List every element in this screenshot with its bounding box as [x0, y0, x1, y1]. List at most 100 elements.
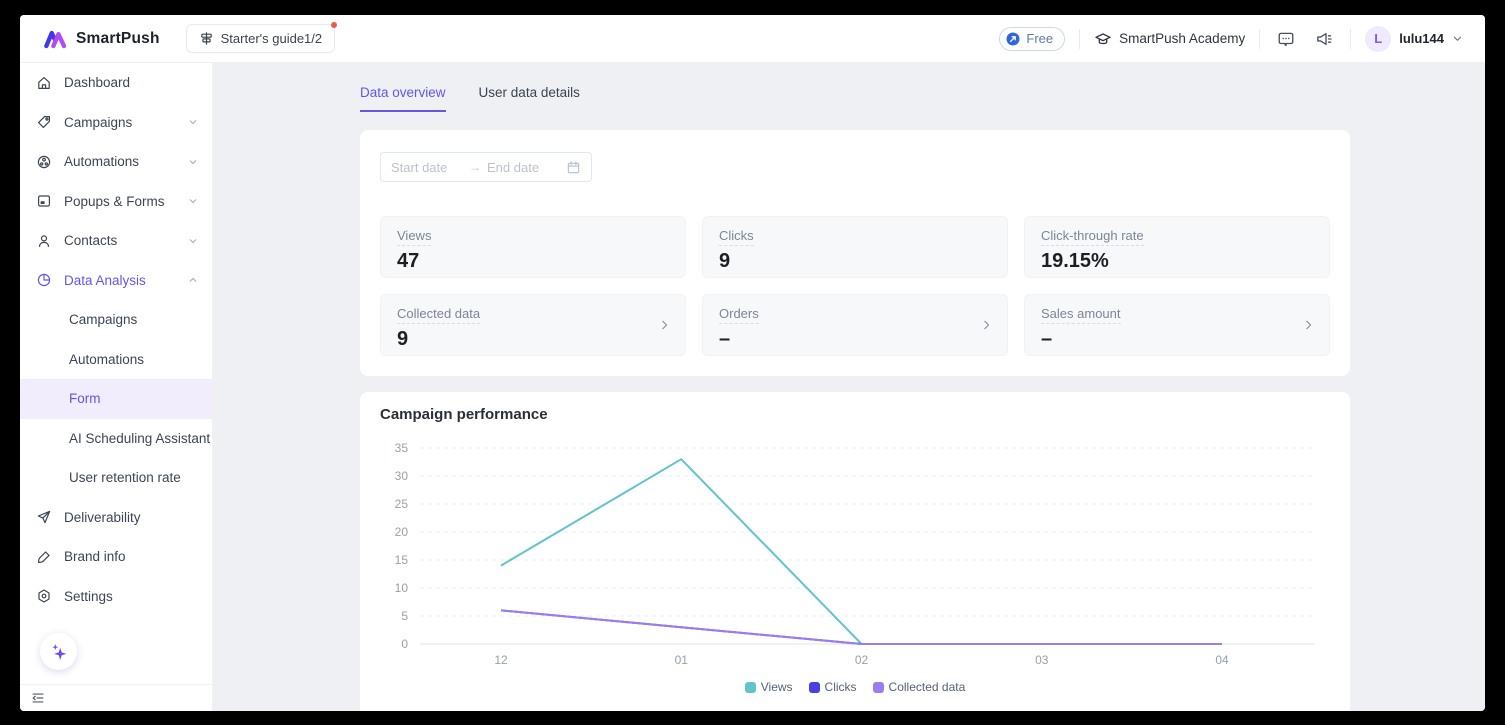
sidebar-subitem-user-retention-rate[interactable]: User retention rate [20, 458, 212, 498]
sidebar-item-label: Automations [64, 154, 140, 170]
stat-card-sales-amount[interactable]: Sales amount – [1024, 294, 1330, 356]
tab-user-data-details[interactable]: User data details [478, 85, 580, 100]
date-range-picker[interactable]: → [380, 152, 592, 182]
svg-text:20: 20 [395, 525, 409, 539]
sparkles-icon [51, 643, 66, 660]
sidebar-subitem-form[interactable]: Form [20, 379, 212, 419]
svg-text:01: 01 [675, 653, 689, 667]
chevron-down-icon [188, 236, 198, 246]
sidebar-item-dashboard[interactable]: Dashboard [20, 63, 212, 103]
legend-label: Views [760, 680, 793, 694]
svg-text:25: 25 [395, 497, 409, 511]
stat-value: – [719, 328, 731, 350]
stat-card-collected-data[interactable]: Collected data 9 [380, 294, 686, 356]
stat-card-clicks: Clicks 9 [702, 216, 1008, 278]
tab-data-overview[interactable]: Data overview [360, 85, 446, 112]
user-menu[interactable]: L lulu144 [1365, 25, 1463, 52]
header-divider [1259, 28, 1261, 49]
sidebar-item-label: Data Analysis [64, 272, 146, 288]
popup-icon [35, 193, 52, 210]
signpost-icon [200, 32, 212, 45]
sidebar-footer [20, 684, 212, 711]
header-divider [1079, 28, 1081, 49]
plan-badge-label: Free [1026, 31, 1054, 46]
svg-text:02: 02 [855, 653, 869, 667]
legend-swatch [744, 681, 756, 693]
academy-label: SmartPush Academy [1119, 31, 1246, 46]
ai-assistant-button[interactable] [40, 633, 77, 670]
collapse-sidebar-icon[interactable] [31, 691, 45, 705]
starter-guide-button[interactable]: Starter's guide1/2 [185, 22, 338, 53]
sidebar-subitem-campaigns[interactable]: Campaigns [20, 300, 212, 340]
sidebar-subitem-label: Campaigns [69, 312, 138, 328]
stat-value: 9 [397, 328, 409, 350]
start-date-input[interactable] [391, 159, 463, 175]
sidebar-item-deliverability[interactable]: Deliverability [20, 498, 212, 538]
data-overview-panel: → Views 47 Clicks 9 Click-through rate 1… [360, 130, 1350, 376]
sidebar-item-campaigns[interactable]: Campaigns [20, 103, 212, 143]
stat-card-click-through-rate: Click-through rate 19.15% [1024, 216, 1330, 278]
sidebar-item-brand-info[interactable]: Brand info [20, 537, 212, 577]
svg-text:0: 0 [401, 637, 408, 651]
end-date-input[interactable] [487, 159, 559, 175]
chart-legend: Views Clicks Collected data [360, 680, 1350, 694]
svg-text:10: 10 [395, 581, 409, 595]
stat-label: Click-through rate [1041, 228, 1144, 246]
tag-icon [35, 114, 52, 131]
brand-logo[interactable]: SmartPush [42, 26, 160, 52]
sidebar-subitem-label: User retention rate [69, 470, 181, 486]
sidebar-item-automations[interactable]: Automations [20, 142, 212, 182]
svg-text:30: 30 [395, 469, 409, 483]
calendar-icon[interactable] [566, 160, 581, 175]
top-header: SmartPush Starter's guide1/2 Free [20, 15, 1485, 63]
sidebar-item-popups-forms[interactable]: Popups & Forms [20, 182, 212, 222]
svg-text:15: 15 [395, 553, 409, 567]
academy-link[interactable]: SmartPush Academy [1094, 31, 1245, 47]
stat-label: Views [397, 228, 432, 246]
stat-value: 9 [719, 250, 731, 272]
header-right: Free SmartPush Academy [999, 25, 1463, 52]
chart-title: Campaign performance [380, 406, 548, 423]
sidebar-item-settings[interactable]: Settings [20, 577, 212, 617]
legend-item-clicks[interactable]: Clicks [808, 680, 857, 694]
sidebar-subitem-ai-scheduling-assistant[interactable]: AI Scheduling Assistant [20, 419, 212, 459]
legend-item-views[interactable]: Views [744, 680, 793, 694]
chevron-right-icon [1302, 319, 1315, 332]
smartpush-logo-icon [44, 30, 67, 48]
brush-icon [35, 548, 52, 565]
range-arrow-icon: → [469, 160, 481, 174]
sidebar-subitem-automations[interactable]: Automations [20, 340, 212, 380]
sidebar-item-label: Deliverability [64, 509, 141, 525]
main-content: Data overview User data details → Views … [213, 63, 1485, 711]
app-window: SmartPush Starter's guide1/2 Free [20, 15, 1485, 711]
line-chart: 0 5 10 15 20 25 30 35 12 01 02 03 04 [395, 441, 1315, 667]
stat-value: – [1041, 328, 1053, 350]
sidebar-item-label: Campaigns [64, 114, 133, 130]
sidebar-item-label: Popups & Forms [64, 193, 165, 209]
starter-guide-label: Starter's guide1/2 [220, 31, 323, 46]
sidebar-subitem-label: Automations [69, 351, 145, 367]
legend-label: Collected data [888, 680, 966, 694]
chevron-down-icon [188, 117, 198, 127]
legend-swatch [872, 681, 884, 693]
sidebar-item-label: Settings [64, 588, 113, 604]
sidebar-item-label: Contacts [64, 233, 118, 249]
announcements-icon[interactable] [1312, 30, 1336, 48]
plan-badge[interactable]: Free [999, 26, 1066, 51]
stat-value: 19.15% [1041, 250, 1109, 272]
sidebar: Dashboard Campaigns Automations Popups &… [20, 63, 213, 711]
sidebar-item-data-analysis[interactable]: Data Analysis [20, 261, 212, 301]
sidebar-subitem-label: Form [69, 391, 101, 407]
legend-item-collected-data[interactable]: Collected data [872, 680, 966, 694]
home-icon [35, 74, 52, 91]
chevron-up-icon [188, 275, 198, 285]
sidebar-item-label: Brand info [64, 549, 126, 565]
sidebar-subitem-label: AI Scheduling Assistant [69, 430, 211, 446]
legend-swatch [808, 681, 820, 693]
paper-plane-icon [35, 509, 52, 526]
feedback-chat-icon[interactable] [1274, 30, 1298, 48]
stat-card-orders[interactable]: Orders – [702, 294, 1008, 356]
stat-label: Collected data [397, 306, 481, 324]
stat-label: Sales amount [1041, 306, 1121, 324]
sidebar-item-contacts[interactable]: Contacts [20, 221, 212, 261]
